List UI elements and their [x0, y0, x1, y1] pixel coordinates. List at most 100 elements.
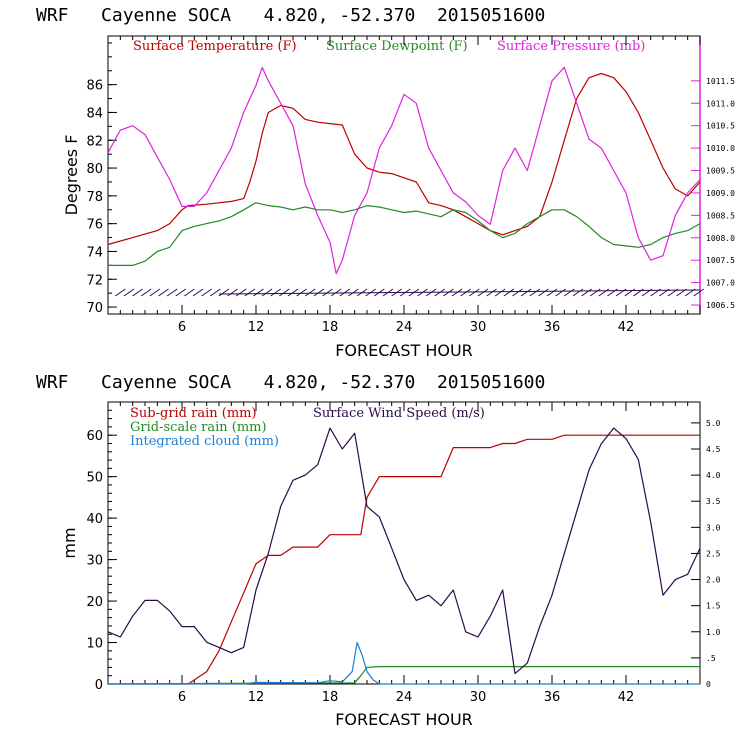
- y-tick-label: 0: [95, 678, 103, 693]
- panel2-right-ticks: 0 .5 1.0 1.5 2.0 2.5 3.0 3.5 4.0 4.5 5.0: [691, 419, 721, 689]
- wind-barb: [615, 288, 627, 297]
- wind-barb: [279, 288, 290, 297]
- wind-barb: [563, 288, 575, 297]
- y-tick-label: 60: [86, 429, 103, 444]
- right-tick-label: .5: [706, 654, 716, 663]
- y-tick-label: 86: [86, 79, 103, 94]
- panel-temperature: WRF Cayenne SOCA 4.820, -52.370 20150516…: [36, 5, 735, 360]
- right-tick-label: 1006.5: [706, 301, 735, 310]
- x-tick-label: 6: [178, 690, 186, 705]
- y-tick-label: 50: [86, 471, 103, 486]
- legend-temperature: Surface Temperature (F): [133, 39, 297, 54]
- panel1-ylabel: Degrees F: [62, 135, 81, 216]
- panel2-ylabel: mm: [60, 527, 79, 558]
- x-tick-label: 18: [322, 690, 339, 705]
- x-tick-label: 36: [544, 690, 561, 705]
- wind-barb: [261, 288, 273, 297]
- wind-barb: [589, 288, 601, 297]
- y-tick-label: 40: [86, 512, 103, 527]
- wind-barb: [546, 288, 558, 297]
- x-tick-label: 30: [470, 690, 487, 705]
- right-tick-label: 0: [706, 680, 711, 689]
- x-tick-label: 24: [396, 320, 413, 335]
- wind-barb-baseline: [218, 289, 701, 295]
- wind-barb: [184, 288, 195, 297]
- temperature-line: [107, 72, 701, 246]
- x-tick-label: 24: [396, 690, 413, 705]
- wind-barb: [477, 288, 489, 297]
- integrated-cloud-line: [108, 641, 700, 685]
- wind-barb: [330, 288, 342, 297]
- wind-barb: [503, 288, 515, 297]
- right-tick-label: 4.0: [706, 471, 721, 480]
- legend-wind-speed: Surface Wind Speed (m/s): [313, 406, 485, 421]
- x-tick-label: 12: [248, 690, 265, 705]
- right-tick-label: 2.5: [706, 549, 721, 558]
- wind-speed-line: [107, 427, 701, 675]
- panel-precipitation: WRF Cayenne SOCA 4.820, -52.370 20150516…: [36, 372, 721, 729]
- y-tick-label: 76: [86, 218, 103, 233]
- right-tick-label: 3.5: [706, 497, 721, 506]
- right-tick-label: 1.0: [706, 628, 721, 637]
- legend-subgrid-rain: Sub-grid rain (mm): [130, 406, 257, 421]
- right-tick-label: 1007.5: [706, 256, 735, 265]
- panel2-series: [107, 427, 701, 685]
- x-tick-label: 6: [178, 320, 186, 335]
- wind-barb: [270, 288, 282, 297]
- wind-barb: [572, 288, 584, 297]
- panel2-y-ticks: 0 10 20 30 40 50 60: [86, 401, 117, 693]
- right-tick-label: 1010.0: [706, 144, 735, 153]
- wind-barb: [140, 288, 152, 297]
- wind-barb: [149, 288, 161, 297]
- y-tick-label: 80: [86, 162, 103, 177]
- wind-barb: [460, 288, 471, 297]
- right-tick-label: 1011.5: [706, 77, 735, 86]
- wind-barb: [115, 288, 126, 297]
- wind-barb: [322, 288, 333, 297]
- right-tick-label: 3.0: [706, 523, 721, 532]
- wind-barb: [123, 288, 135, 297]
- wind-barb: [607, 288, 618, 297]
- wind-barb: [175, 288, 187, 297]
- wind-barb: [512, 288, 523, 297]
- right-tick-label: 1008.0: [706, 234, 735, 243]
- right-tick-label: 5.0: [706, 419, 721, 428]
- x-tick-label: 42: [618, 690, 635, 705]
- y-tick-label: 78: [86, 190, 103, 205]
- wind-barb: [192, 288, 204, 297]
- wind-barb: [598, 288, 610, 297]
- x-tick-label: 18: [322, 320, 339, 335]
- wind-barb: [218, 288, 230, 297]
- wind-barb: [529, 288, 541, 297]
- wind-barb: [253, 288, 264, 297]
- wind-barb: [469, 288, 480, 297]
- wind-barb: [538, 288, 549, 297]
- right-tick-label: 4.5: [706, 445, 721, 454]
- y-tick-label: 10: [86, 637, 103, 652]
- x-tick-label: 12: [248, 320, 265, 335]
- wind-barb: [235, 288, 247, 297]
- wind-barb: [693, 288, 705, 297]
- right-tick-label: 1009.5: [706, 167, 735, 176]
- y-tick-label: 72: [86, 273, 103, 288]
- panel1-series: [107, 66, 701, 275]
- legend-pressure: Surface Pressure (mb): [497, 39, 645, 54]
- panel1-title: WRF Cayenne SOCA 4.820, -52.370 20150516…: [36, 5, 545, 26]
- wind-barb: [244, 288, 256, 297]
- right-tick-label: 1.5: [706, 602, 721, 611]
- wind-barb: [624, 288, 635, 297]
- wind-barb: [201, 288, 212, 297]
- wind-barb: [313, 288, 325, 297]
- x-tick-label: 36: [544, 320, 561, 335]
- y-tick-label: 30: [86, 554, 103, 569]
- wind-barb: [158, 288, 169, 297]
- right-tick-label: 2.0: [706, 576, 721, 585]
- panel1-x-ticks: 6 12 18 24 30 36 42: [107, 36, 701, 335]
- pressure-line: [107, 66, 701, 275]
- y-tick-label: 84: [86, 106, 103, 121]
- legend-integrated-cloud: Integrated cloud (mm): [130, 434, 279, 449]
- y-tick-label: 70: [86, 301, 103, 316]
- right-tick-label: 1010.5: [706, 122, 735, 131]
- wind-barb: [227, 288, 238, 297]
